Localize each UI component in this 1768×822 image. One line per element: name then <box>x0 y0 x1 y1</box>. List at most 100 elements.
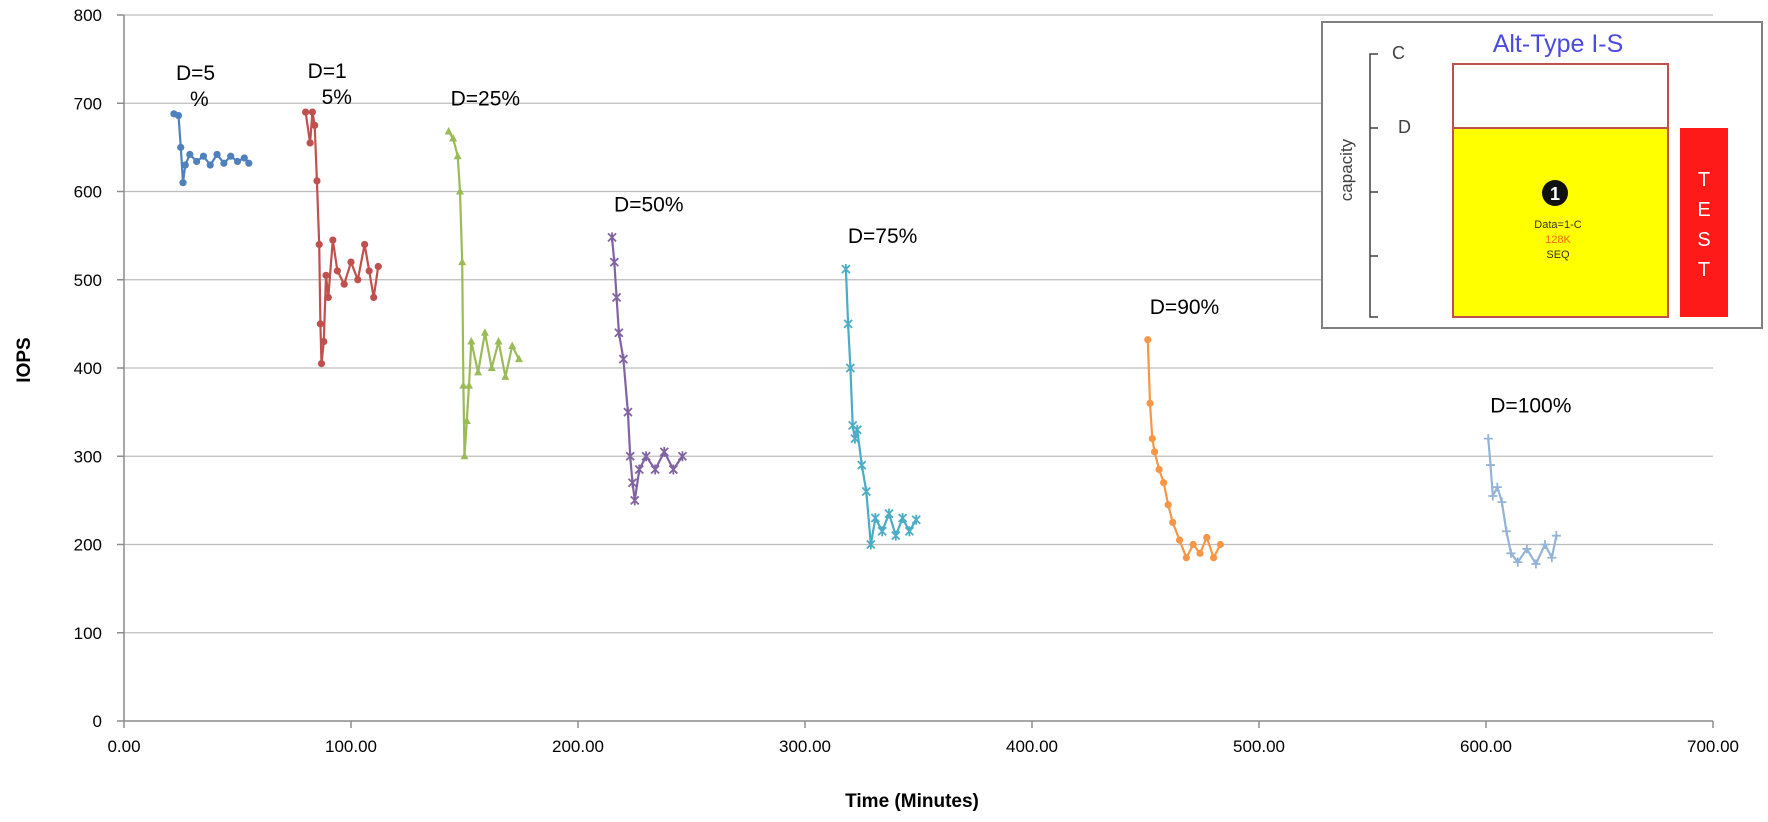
data-point <box>313 177 321 185</box>
data-point <box>1551 531 1561 541</box>
series-label: D=90% <box>1150 296 1219 319</box>
data-point <box>1492 482 1502 492</box>
data-point <box>311 121 319 129</box>
data-point <box>514 354 523 363</box>
data-point <box>365 267 373 275</box>
test-letter: T <box>1698 169 1710 191</box>
data-point <box>1182 554 1190 562</box>
data-point <box>630 495 640 506</box>
data-capacity-box <box>1452 127 1669 318</box>
data-point <box>1203 533 1211 542</box>
data-point <box>611 292 622 303</box>
capacity-bracket <box>1369 53 1378 318</box>
data-point <box>866 539 876 550</box>
data-point <box>1486 460 1496 470</box>
data-point <box>1175 536 1184 544</box>
data-point <box>329 236 337 244</box>
series-label: D=75% <box>848 225 917 248</box>
y-tick-label: 400 <box>74 359 102 378</box>
series-line <box>304 111 380 365</box>
data-point <box>618 354 629 365</box>
test-letter: E <box>1697 199 1710 221</box>
series-line <box>1146 339 1222 559</box>
series-line <box>610 237 684 502</box>
data-point <box>361 240 369 249</box>
data-point <box>1160 479 1168 487</box>
data-point <box>1146 399 1154 407</box>
y-tick-label: 500 <box>74 271 102 290</box>
data-point <box>308 108 317 116</box>
y-tick-label: 100 <box>74 624 102 643</box>
data-point <box>677 451 688 462</box>
data-point <box>306 139 314 147</box>
series-5 <box>841 264 921 550</box>
series-label: D=5 <box>176 62 215 85</box>
data-point <box>177 143 185 151</box>
data-point <box>1497 497 1507 507</box>
data-point <box>181 161 189 169</box>
data-point <box>1144 336 1152 344</box>
data-point <box>1488 491 1498 501</box>
x-tick-label: 300.00 <box>779 737 831 756</box>
data-series <box>170 108 1561 569</box>
data-point <box>186 150 194 159</box>
data-point <box>614 327 624 338</box>
data-point <box>474 367 483 376</box>
y-axis-title: IOPS <box>14 337 35 382</box>
data-point <box>315 240 323 249</box>
inset-title: Alt-Type I-S <box>1493 30 1624 58</box>
data-point <box>458 257 467 266</box>
test-letter: T <box>1698 259 1710 281</box>
data-point <box>1164 501 1172 509</box>
series-1 <box>170 110 253 187</box>
test-bar <box>1680 128 1728 317</box>
x-tick-label: 0.00 <box>107 737 140 756</box>
data-point <box>227 152 235 160</box>
data-point <box>316 320 324 328</box>
data-point <box>487 363 496 371</box>
y-tick-label: 600 <box>74 183 102 202</box>
data-point <box>1210 554 1218 562</box>
data-point <box>213 150 221 159</box>
inset-diagram: Alt-Type I-S capacity C D 1 Data=1-C 128… <box>1321 21 1763 329</box>
data-point <box>659 446 669 457</box>
data-point <box>1216 540 1225 549</box>
data-point <box>220 159 228 167</box>
data-point <box>911 514 921 525</box>
data-point <box>843 318 853 329</box>
data-point <box>1547 553 1557 563</box>
x-tick-label: 400.00 <box>1006 737 1058 756</box>
y-tick-label: 300 <box>74 447 102 466</box>
data-point <box>320 337 328 346</box>
data-point <box>444 126 453 135</box>
series-label: D=25% <box>451 87 520 110</box>
data-point <box>333 267 341 275</box>
data-point <box>1169 518 1177 527</box>
data-point <box>449 134 458 142</box>
series-line <box>447 130 520 458</box>
data-point <box>501 372 510 380</box>
data-point <box>850 433 860 444</box>
data-point <box>841 264 851 275</box>
test-letter: S <box>1697 229 1710 251</box>
data-point <box>904 526 915 537</box>
data-point <box>634 464 644 475</box>
data-point <box>179 179 187 187</box>
x-tick-label: 500.00 <box>1233 737 1285 756</box>
box-pattern-line: SEQ <box>1546 249 1570 261</box>
series-6 <box>1144 336 1225 562</box>
data-point <box>453 151 462 160</box>
axes: 0 100 200 300 400 500 600 700 800 0.00 100.00 200.0… <box>74 6 1739 756</box>
step-number: 1 <box>1550 184 1560 204</box>
data-point <box>374 262 382 271</box>
data-point <box>1531 559 1541 569</box>
data-point <box>1150 448 1159 456</box>
series-labels: D=5% D=1 5% D=25% D=50% D=75% D=90% D=100% <box>176 60 1571 418</box>
data-point <box>459 381 468 389</box>
data-point <box>347 258 355 266</box>
series-label: D=1 <box>308 60 347 83</box>
data-point <box>494 337 503 345</box>
data-point <box>370 293 378 301</box>
series-label: D=100% <box>1490 395 1571 418</box>
data-point <box>462 416 471 424</box>
